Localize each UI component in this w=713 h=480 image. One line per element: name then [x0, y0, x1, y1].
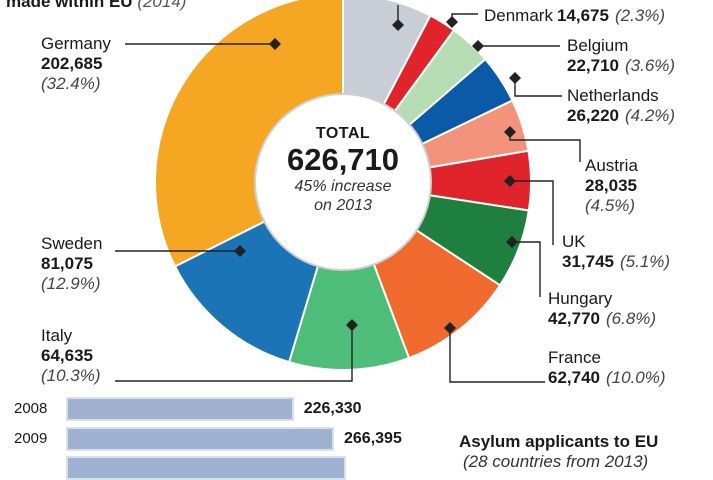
donut-hole	[254, 93, 432, 271]
donut-slices	[154, 0, 532, 371]
marker-sweden	[234, 245, 246, 257]
label-france-name: France	[548, 348, 601, 367]
label-hungary-pct: (6.8%)	[606, 309, 657, 328]
leader-lines	[115, 5, 581, 383]
label-france: France 62,740 (10.0%)	[548, 348, 666, 388]
label-uk-pct: (5.1%)	[620, 252, 671, 271]
label-belgium: Belgium 22,710 (3.6%)	[567, 36, 675, 76]
label-austria-name: Austria	[585, 156, 638, 175]
label-uk-value: 31,745	[562, 252, 614, 271]
label-austria-value: 28,035	[585, 176, 637, 195]
label-germany: Germany 202,685 (32.4%)	[41, 34, 111, 94]
label-belgium-pct: (3.6%)	[625, 56, 676, 75]
label-italy-name: Italy	[41, 326, 73, 345]
marker-germany	[269, 38, 281, 50]
footer-title: Asylum applicants to EU	[459, 432, 659, 451]
chart-title-year: (2014)	[137, 0, 187, 11]
marker-netherlands	[509, 72, 521, 84]
chart-title-text: made within EU	[6, 0, 133, 11]
label-austria: Austria 28,035 (4.5%)	[585, 156, 638, 216]
label-denmark: Denmark 14,675 (2.3%)	[484, 6, 665, 26]
label-denmark-name: Denmark	[484, 6, 553, 25]
bar-2009	[66, 427, 334, 451]
label-denmark-value: 14,675	[556, 6, 609, 25]
label-france-value: 62,740	[548, 368, 600, 387]
marker-hungary	[506, 236, 518, 248]
marker-france	[444, 322, 456, 334]
leader-italy	[115, 325, 353, 382]
label-austria-pct: (4.5%)	[585, 196, 636, 215]
label-hungary-name: Hungary	[548, 289, 613, 308]
label-sweden-name: Sweden	[41, 234, 103, 253]
total-value: 626,710	[286, 142, 400, 177]
bar-2008	[66, 397, 294, 421]
label-netherlands-value: 26,220	[567, 106, 619, 125]
label-france-pct: (10.0%)	[606, 368, 666, 387]
marker-belgium	[472, 40, 484, 52]
label-germany-value: 202,685	[41, 54, 103, 73]
label-sweden: Sweden 81,075 (12.9%)	[41, 234, 102, 294]
bar-value-2009: 266,395	[344, 430, 402, 447]
marker-denmark	[446, 16, 458, 28]
label-italy-value: 64,635	[41, 346, 93, 365]
label-germany-pct: (32.4%)	[41, 74, 101, 93]
leader-netherlands	[514, 78, 562, 97]
label-belgium-name: Belgium	[567, 36, 629, 55]
label-sweden-value: 81,075	[41, 254, 93, 273]
bar-value-2008: 226,330	[303, 400, 362, 417]
total-label: TOTAL	[315, 125, 371, 142]
label-hungary: Hungary 42,770 (6.8%)	[548, 289, 656, 329]
label-uk: UK 31,745 (5.1%)	[562, 232, 670, 272]
donut-center: TOTAL 626,710 45% increase on 2013	[268, 125, 418, 215]
label-sweden-pct: (12.9%)	[41, 274, 101, 293]
marker-italy	[346, 319, 358, 331]
label-denmark-pct: (2.3%)	[614, 6, 666, 25]
leader-uk	[510, 180, 554, 245]
bar-year-2009: 2009	[14, 430, 48, 447]
label-italy-pct: (10.3%)	[41, 366, 101, 385]
increase-text-2: on 2013	[314, 197, 372, 214]
footer-subtitle: (28 countries from 2013)	[463, 452, 649, 471]
leader-france	[449, 328, 545, 383]
label-netherlands: Netherlands 26,220 (4.2%)	[567, 86, 675, 126]
donut-chart	[115, 0, 581, 383]
leader-hungary	[512, 241, 541, 297]
label-hungary-value: 42,770	[548, 309, 600, 328]
bar-year-2008: 2008	[14, 400, 48, 417]
label-netherlands-pct: (4.2%)	[625, 106, 676, 125]
label-netherlands-name: Netherlands	[567, 86, 659, 105]
marker-austria	[504, 126, 516, 138]
label-uk-name: UK	[562, 232, 586, 251]
label-belgium-value: 22,710	[567, 56, 619, 75]
label-italy: Italy 64,635 (10.3%)	[41, 326, 101, 386]
increase-text: 45% increase	[294, 178, 392, 195]
chart-title: made within EU (2014)	[6, 0, 186, 12]
marker-uk	[504, 175, 516, 187]
label-germany-name: Germany	[41, 34, 111, 53]
marker-other	[392, 19, 404, 31]
